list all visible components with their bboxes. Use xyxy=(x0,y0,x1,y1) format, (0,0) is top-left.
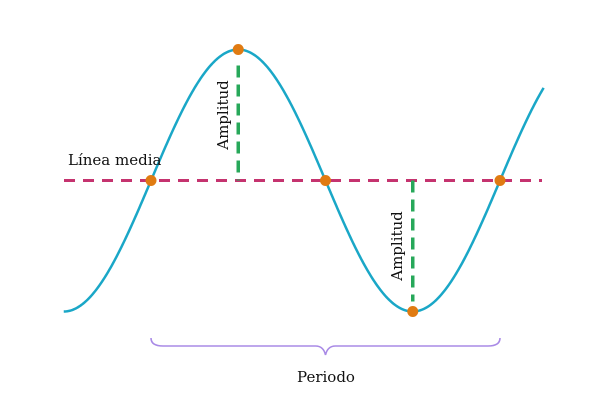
key-point-midline-crossing xyxy=(145,175,157,186)
period-label: Periodo xyxy=(297,368,355,386)
key-point-midline-crossing xyxy=(320,175,331,186)
period-brace xyxy=(150,337,501,356)
amplitude-label-bottom: Amplitud xyxy=(388,211,406,282)
key-point-midline-crossing xyxy=(494,175,506,186)
sine-curve xyxy=(63,48,545,313)
amplitude-label-top: Amplitud xyxy=(214,80,232,151)
key-points xyxy=(145,44,506,317)
midline-label: Línea media xyxy=(68,151,162,169)
key-point-maximum xyxy=(232,44,244,55)
key-point-minimum xyxy=(407,306,419,317)
